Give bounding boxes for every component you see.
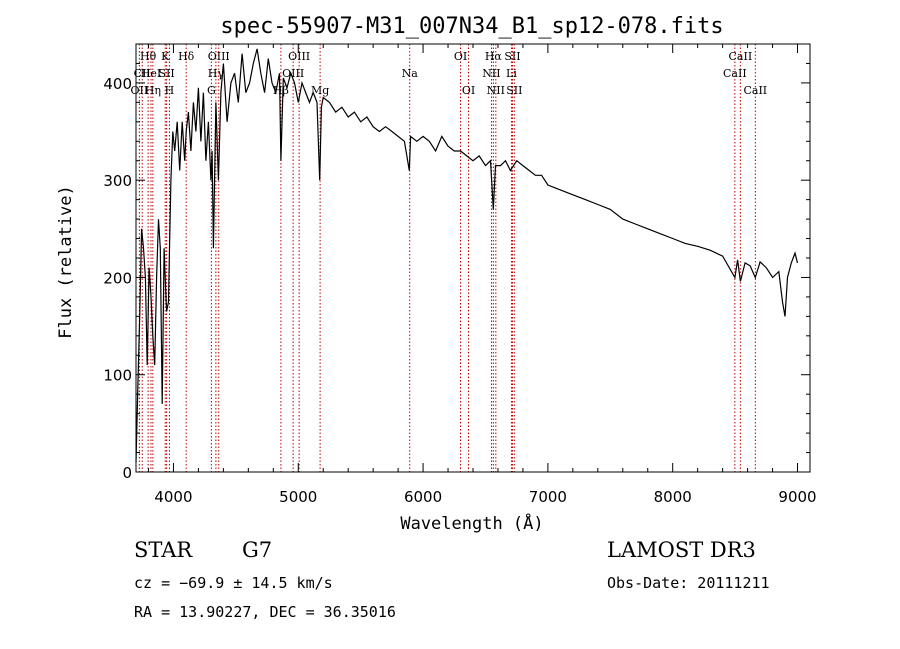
y-tick-label-2: 200 [103, 269, 132, 287]
plot-frame [135, 43, 811, 473]
line-label-8: Hδ [178, 50, 195, 63]
x-axis-label: Wavelength (Å) [400, 512, 543, 534]
y-tick-label-3: 300 [103, 172, 132, 190]
y-tick-label-1: 100 [103, 367, 132, 385]
line-label-19: Hα [485, 50, 503, 63]
line-label-2: OII [131, 84, 149, 97]
y-axis-label: Flux (relative) [56, 185, 76, 339]
line-label-11: G [207, 84, 216, 97]
line-label-17: OI [454, 50, 467, 63]
x-tick-label-1: 5000 [279, 488, 317, 506]
line-label-0: Hθ [140, 50, 157, 63]
line-label-18: OI [462, 84, 475, 97]
x-tick-label-3: 7000 [529, 488, 567, 506]
object-class: STAR [134, 538, 193, 562]
y-axis: 0 100 200 300 400 [103, 43, 810, 482]
x-tick-label-5: 9000 [778, 488, 816, 506]
line-label-4: Hη [145, 84, 161, 97]
object-subclass: G7 [242, 538, 273, 562]
line-label-21: NII [487, 84, 505, 97]
line-label-15: Mg [311, 84, 329, 97]
observation-date: Obs-Date: 20111211 [607, 574, 770, 592]
line-label-24: SII [506, 84, 522, 97]
line-label-16: Na [402, 67, 419, 80]
x-tick-label-4: 8000 [654, 488, 692, 506]
x-tick-label-0: 4000 [154, 488, 192, 506]
redshift-cz: cz = −69.9 ± 14.5 km/s [134, 574, 333, 592]
line-label-13: OIII [282, 67, 304, 80]
x-tick-label-2: 6000 [404, 488, 442, 506]
line-label-26: CaII [723, 67, 747, 80]
line-label-20: NII [482, 67, 500, 80]
coordinates: RA = 13.90227, DEC = 36.35016 [134, 603, 396, 621]
y-tick-label-4: 400 [103, 75, 132, 93]
spectral-line-markers [138, 44, 756, 472]
survey-label: LAMOST DR3 [607, 538, 756, 562]
line-label-12: OIII [288, 50, 310, 63]
line-label-25: CaII [729, 50, 753, 63]
line-label-22: SII [504, 50, 520, 63]
x-axis: 4000 5000 6000 7000 8000 9000 [147, 44, 817, 506]
chart-title: spec-55907-M31_007N34_B1_sp12-078.fits [220, 14, 723, 39]
y-tick-label-0: 0 [122, 464, 132, 482]
line-label-27: CaII [743, 84, 767, 97]
line-label-9: OIII [208, 50, 230, 63]
line-label-1: CII [134, 67, 151, 80]
line-label-7: H [165, 84, 175, 97]
line-label-3: HeI [141, 67, 161, 80]
series-line-flux [135, 48, 799, 463]
line-label-23: Li [506, 67, 517, 80]
line-label-5: K [161, 50, 170, 63]
line-label-10: Hγ [208, 67, 225, 80]
line-label-6: SII [158, 67, 174, 80]
